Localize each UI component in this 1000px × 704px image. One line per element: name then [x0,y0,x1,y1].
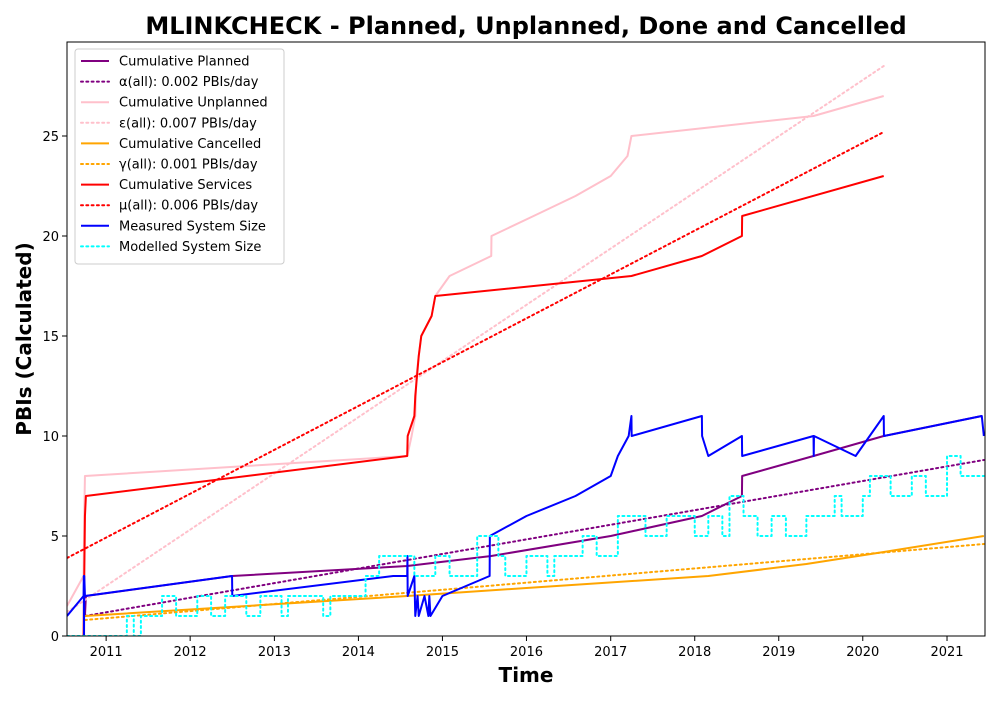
legend: Cumulative Planned α(all): 0.002 PBIs/day… [74,48,285,265]
y-tick-label: 5 [51,530,59,545]
plot-area: 2011 2012 2013 2014 2015 2016 2017 2018 2019 2020… [42,41,986,660]
series-modelled-system-size-line [67,455,985,636]
series-all-0-002-pbis-day-line [83,459,985,617]
series-measured-system-size-line [67,415,985,636]
x-tick-label: 2021 [930,645,963,660]
legend-label-modelled-system-size: Modelled System Size [119,240,261,255]
x-tick-label: 2011 [90,645,123,660]
y-axis: 0 5 10 15 20 25 [42,130,67,645]
x-tick-label: 2020 [846,645,879,660]
x-tick-label: 2017 [594,645,627,660]
legend-label-cumulative-cancelled: Cumulative Cancelled [119,137,261,152]
legend-label-cumulative-services: Cumulative Services [119,178,252,193]
legend-label-all-0-006-pbis-day: μ(all): 0.006 PBIs/day [119,199,258,214]
series-group [67,65,985,636]
x-tick-label: 2014 [342,645,375,660]
x-axis: 2011 2012 2013 2014 2015 2016 2017 2018 2019 2020… [90,636,964,660]
series-all-0-006-pbis-day-line [67,131,885,559]
legend-label-cumulative-unplanned: Cumulative Unplanned [119,96,268,111]
legend-label-all-0-002-pbis-day: α(all): 0.002 PBIs/day [119,75,259,90]
legend-label-cumulative-planned: Cumulative Planned [119,55,249,70]
legend-label-all-0-007-pbis-day: ε(all): 0.007 PBIs/day [119,116,257,131]
chart-title: MLINKCHECK - Planned, Unplanned, Done an… [145,12,906,40]
series-cumulative-services-line [82,175,884,636]
y-tick-label: 20 [42,230,59,245]
x-tick-label: 2018 [678,645,711,660]
legend-label-all-0-001-pbis-day: γ(all): 0.001 PBIs/day [119,158,258,173]
y-tick-label: 25 [42,130,59,145]
x-tick-label: 2015 [426,645,459,660]
legend-label-measured-system-size: Measured System Size [119,219,266,234]
y-axis-label: PBIs (Calculated) [12,242,36,435]
x-axis-label: Time [499,663,554,687]
series-all-0-007-pbis-day-line [67,65,885,613]
legend-box [74,48,285,265]
y-tick-label: 15 [42,330,59,345]
x-tick-label: 2019 [762,645,795,660]
x-tick-label: 2013 [258,645,291,660]
y-tick-label: 0 [51,630,59,645]
x-tick-label: 2012 [174,645,207,660]
series-all-0-001-pbis-day-line [83,543,985,621]
x-tick-label: 2016 [510,645,543,660]
y-tick-label: 10 [42,430,59,445]
